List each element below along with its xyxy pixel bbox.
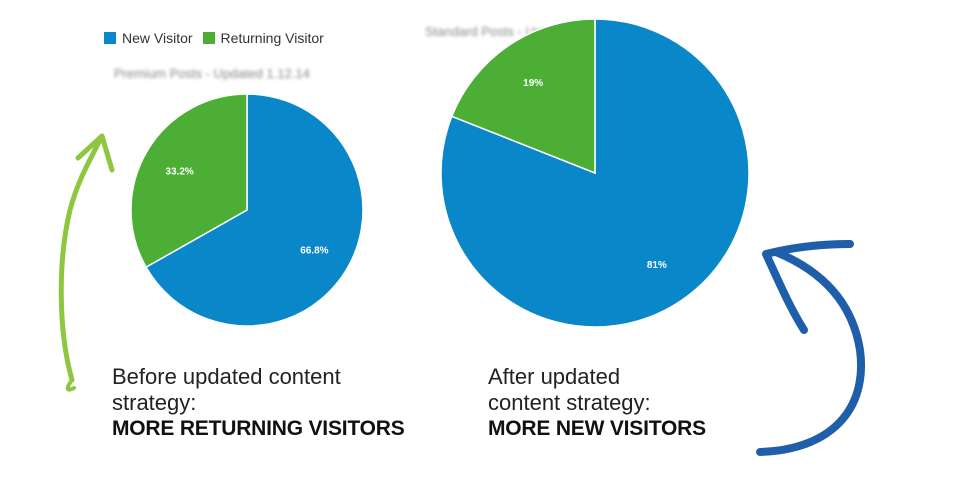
legend-swatch-new-visitor (104, 32, 116, 44)
pie-after-slice-label-new-visitor: 81% (647, 260, 667, 271)
pie-chart-before: 66.8% 33.2% (130, 93, 364, 327)
caption-before-line1: Before updated content (112, 364, 341, 389)
pie-chart-after: 81% 19% (440, 18, 750, 328)
legend-label-returning-visitor: Returning Visitor (220, 30, 324, 46)
blue-arrow-icon (756, 240, 866, 456)
pie-before-slice-label-new-visitor: 66.8% (300, 245, 328, 256)
caption-after: After updated content strategy: MORE NEW… (488, 364, 706, 442)
pie-before-slice-label-returning-visitor: 33.2% (165, 167, 193, 178)
legend-item-returning-visitor: Returning Visitor (202, 30, 324, 46)
pie-after-slice-label-returning-visitor: 19% (523, 78, 543, 89)
legend-swatch-returning-visitor (202, 32, 215, 44)
chart-legend: New Visitor Returning Visitor (104, 30, 324, 46)
pie-before-slice-returning-visitor (130, 93, 248, 269)
caption-after-emphasis: MORE NEW VISITORS (488, 417, 706, 440)
pie-after-slice-returning-visitor (450, 18, 596, 175)
chart-title-left: Premium Posts - Updated 1.12.14 (114, 66, 310, 81)
caption-before: Before updated content strategy: MORE RE… (112, 364, 405, 442)
caption-after-line1: After updated (488, 364, 621, 389)
caption-before-line2: strategy: (112, 390, 197, 415)
caption-before-emphasis: MORE RETURNING VISITORS (112, 417, 405, 440)
legend-item-new-visitor: New Visitor (104, 30, 193, 46)
green-arrow-icon (58, 133, 115, 392)
legend-label-new-visitor: New Visitor (122, 30, 193, 46)
caption-after-line2: content strategy: (488, 390, 651, 415)
pie-before-slice-new-visitor (145, 93, 364, 327)
